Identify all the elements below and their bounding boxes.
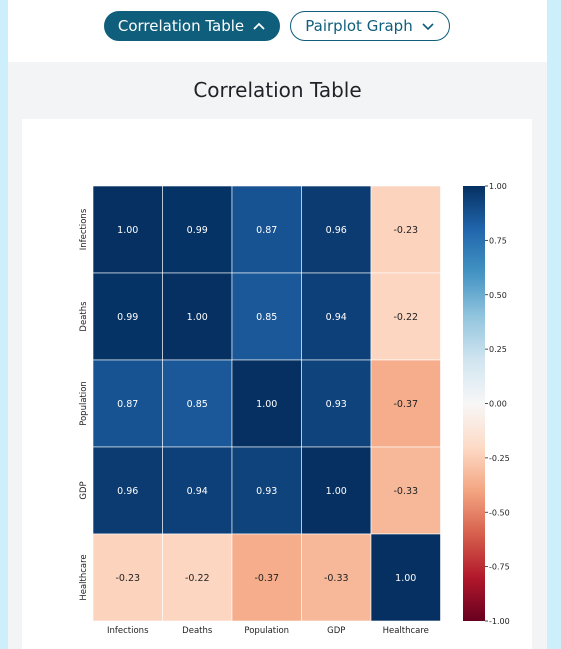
colorbar-tick-label: -1.00 — [489, 617, 510, 626]
chart-card: 1.00 0.99 0.87 0.96 -0.23 0.99 1.00 0.85 0.94 -0.… — [22, 119, 532, 649]
cell-value-label: 0.93 — [326, 399, 347, 410]
cell-value-label: 1.00 — [187, 312, 208, 323]
cell-value-label: 0.85 — [187, 399, 208, 410]
heatmap-cell — [92, 446, 163, 535]
cell-value-label: -0.37 — [254, 573, 279, 584]
heatmap-cell — [162, 533, 233, 622]
y-tick-label: Population — [79, 381, 89, 426]
colorbar-tick-label: 0.75 — [489, 236, 507, 245]
heatmap-cell — [370, 359, 441, 448]
heatmap-cell — [370, 446, 441, 535]
colorbar-tick-label: 0.50 — [489, 291, 507, 300]
heatmap-cell — [301, 446, 372, 535]
heatmap-cell — [92, 272, 163, 361]
cell-value-label: -0.23 — [393, 225, 418, 236]
cell-value-label: 0.96 — [326, 225, 347, 236]
correlation-heatmap: 1.00 0.99 0.87 0.96 -0.23 0.99 1.00 0.85 0.94 -0.… — [79, 182, 510, 636]
heatmap-cell — [92, 533, 163, 622]
heatmap-cell — [231, 185, 302, 274]
cell-value-label: 0.87 — [256, 225, 277, 236]
x-tick-label: Infections — [107, 626, 149, 636]
correlation-table-button-label: Correlation Table — [117, 17, 245, 35]
colorbar-tick-label: -0.25 — [489, 454, 510, 463]
cell-value-label: 0.96 — [117, 486, 138, 497]
x-tick-label: GDP — [327, 626, 345, 636]
cell-value-label: -0.23 — [115, 573, 140, 584]
heatmap-cell — [231, 446, 302, 535]
heatmap-cell — [301, 185, 372, 274]
heatmap-cell — [231, 359, 302, 448]
correlation-table-toggle-button[interactable]: Correlation Table — [104, 11, 280, 41]
colorbar — [463, 186, 485, 621]
heatmap-cell — [231, 533, 302, 622]
heatmap-cell — [231, 272, 302, 361]
y-tick-label: Infections — [79, 208, 89, 250]
cell-value-label: 0.93 — [256, 486, 277, 497]
cell-value-label: -0.33 — [324, 573, 349, 584]
pairplot-graph-toggle-button[interactable]: Pairplot Graph — [290, 11, 450, 41]
cell-value-label: 1.00 — [117, 225, 138, 236]
cell-value-label: 0.94 — [326, 312, 347, 323]
y-tick-label: Deaths — [79, 301, 89, 332]
cell-value-label: -0.22 — [185, 573, 210, 584]
colorbar-tick-label: -0.50 — [489, 508, 510, 517]
colorbar-tick-label: -0.75 — [489, 563, 510, 572]
cell-value-label: 0.94 — [187, 486, 208, 497]
cell-value-label: -0.33 — [393, 486, 418, 497]
heatmap-cell — [370, 533, 441, 622]
heatmap-cell — [301, 359, 372, 448]
colorbar-tick-label: 1.00 — [489, 182, 507, 191]
x-tick-label: Healthcare — [383, 626, 429, 636]
cell-value-label: 1.00 — [326, 486, 347, 497]
colorbar-tick-label: 0.25 — [489, 345, 507, 354]
x-tick-label: Deaths — [182, 626, 213, 636]
cell-value-label: 0.85 — [256, 312, 277, 323]
cell-value-label: -0.22 — [393, 312, 418, 323]
cell-value-label: 0.99 — [187, 225, 208, 236]
content-panel: Correlation Table Pairplot Graph Correla… — [8, 0, 547, 649]
heatmap-cell — [370, 185, 441, 274]
tab-bar: Correlation Table Pairplot Graph — [8, 0, 547, 62]
page-title: Correlation Table — [193, 78, 362, 102]
heatmap-cell — [92, 185, 163, 274]
heatmap-cell — [370, 272, 441, 361]
cell-value-label: -0.37 — [393, 399, 418, 410]
colorbar-tick-label: 0.00 — [489, 400, 507, 409]
x-tick-label: Population — [244, 626, 289, 636]
cell-value-label: 1.00 — [395, 573, 416, 584]
cell-value-label: 0.99 — [117, 312, 138, 323]
chevron-up-icon — [253, 22, 265, 30]
cell-value-label: 1.00 — [256, 399, 277, 410]
pairplot-graph-button-label: Pairplot Graph — [305, 17, 413, 35]
heatmap-cell — [162, 359, 233, 448]
y-tick-label: GDP — [79, 481, 89, 499]
chevron-down-icon — [422, 23, 434, 31]
heatmap-cell — [162, 185, 233, 274]
y-tick-label: Healthcare — [79, 554, 89, 600]
heatmap-cell — [162, 446, 233, 535]
cell-value-label: 0.87 — [117, 399, 138, 410]
